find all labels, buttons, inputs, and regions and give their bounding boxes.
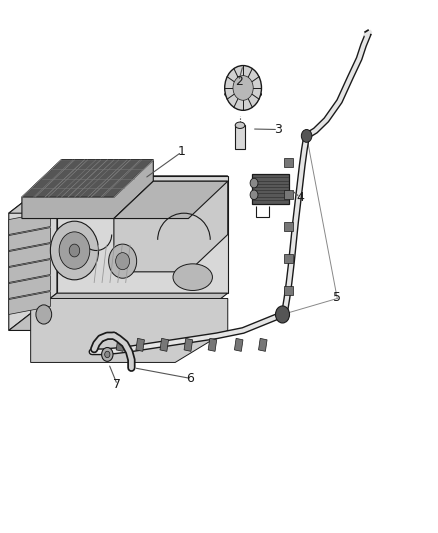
Polygon shape [114, 181, 228, 272]
Bar [284, 158, 293, 167]
Circle shape [50, 221, 99, 280]
Bar [116, 338, 125, 351]
Text: 2: 2 [235, 75, 243, 87]
Circle shape [36, 305, 52, 324]
Text: 7: 7 [113, 378, 121, 391]
Circle shape [276, 306, 290, 323]
Bar [284, 254, 293, 263]
Bar [208, 338, 217, 351]
Polygon shape [9, 212, 50, 235]
Bar [184, 338, 193, 351]
Polygon shape [57, 176, 228, 293]
Bar [258, 338, 267, 351]
Polygon shape [31, 298, 228, 362]
Ellipse shape [225, 90, 261, 99]
Circle shape [69, 244, 80, 257]
Circle shape [59, 232, 90, 269]
Polygon shape [9, 276, 50, 298]
FancyBboxPatch shape [252, 174, 289, 204]
Circle shape [301, 130, 312, 142]
Polygon shape [22, 160, 153, 197]
Polygon shape [9, 260, 50, 282]
Polygon shape [114, 181, 228, 219]
Ellipse shape [173, 264, 212, 290]
Bar [284, 286, 293, 295]
FancyBboxPatch shape [235, 125, 245, 149]
Polygon shape [22, 160, 153, 219]
Polygon shape [9, 293, 228, 330]
Polygon shape [9, 244, 50, 266]
Circle shape [116, 253, 130, 270]
Circle shape [233, 76, 253, 100]
Ellipse shape [235, 122, 245, 128]
Bar [160, 338, 169, 351]
Circle shape [225, 66, 261, 110]
Bar [234, 338, 243, 351]
Circle shape [109, 244, 137, 278]
Text: 5: 5 [333, 291, 341, 304]
Polygon shape [9, 228, 50, 251]
Bar [284, 190, 293, 199]
Text: 1: 1 [178, 146, 186, 158]
Polygon shape [9, 176, 228, 213]
Circle shape [102, 348, 113, 361]
Polygon shape [9, 292, 50, 314]
Bar [136, 338, 145, 351]
Circle shape [250, 190, 258, 200]
Polygon shape [9, 176, 57, 330]
Circle shape [105, 351, 110, 358]
Circle shape [250, 178, 258, 188]
Bar [284, 222, 293, 231]
Text: 3: 3 [274, 123, 282, 136]
Text: 6: 6 [187, 372, 194, 385]
Text: 4: 4 [296, 191, 304, 204]
